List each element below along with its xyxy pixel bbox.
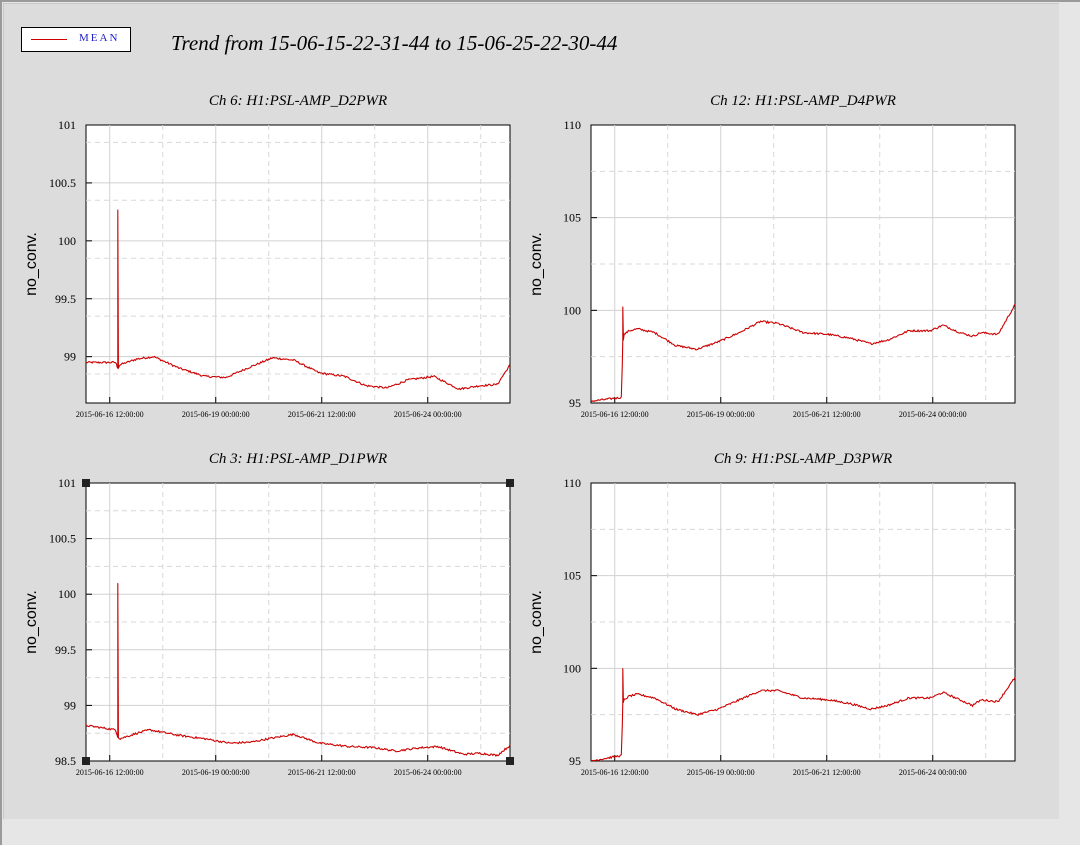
series-line-3 — [85, 583, 511, 758]
x-tick-label: 2015-06-19 00:00:00 — [182, 768, 250, 777]
y-tick-label: 110 — [563, 118, 581, 132]
x-tick-label: 2015-06-21 12:00:00 — [288, 410, 356, 419]
x-tick-label: 2015-06-24 00:00:00 — [394, 410, 462, 419]
y-tick-label: 100 — [563, 303, 581, 317]
x-tick-label: 2015-06-16 12:00:00 — [581, 410, 649, 419]
x-tick-label: 2015-06-24 00:00:00 — [394, 768, 462, 777]
legend-line-swatch — [31, 39, 67, 40]
x-tick-label: 2015-06-24 00:00:00 — [899, 768, 967, 777]
chart-title-2: Ch 12: H1:PSL-AMP_D4PWR — [710, 93, 896, 109]
x-tick-label: 2015-06-21 12:00:00 — [793, 410, 861, 419]
y-tick-label: 100.5 — [49, 532, 76, 546]
x-tick-label: 2015-06-21 12:00:00 — [288, 768, 356, 777]
page-title: Trend from 15-06-15-22-31-44 to 15-06-25… — [171, 31, 618, 55]
y-tick-label: 99 — [64, 350, 76, 364]
y-tick-label: 95 — [569, 754, 581, 768]
y-tick-label: 100 — [58, 234, 76, 248]
legend[interactable]: MEAN — [21, 27, 131, 52]
y-tick-label: 100 — [563, 661, 581, 675]
x-tick-label: 2015-06-19 00:00:00 — [687, 768, 755, 777]
window-border-left — [0, 0, 2, 845]
y-axis-label: no_conv. — [528, 232, 545, 296]
y-tick-label: 101 — [58, 476, 76, 490]
selection-handle[interactable] — [82, 479, 90, 487]
series-line-2 — [590, 303, 1016, 403]
y-tick-label: 100.5 — [49, 176, 76, 190]
selection-handle[interactable] — [82, 757, 90, 765]
chart-title-4: Ch 9: H1:PSL-AMP_D3PWR — [714, 451, 892, 467]
y-tick-label: 105 — [563, 569, 581, 583]
y-tick-label: 110 — [563, 476, 581, 490]
y-tick-label: 99.5 — [55, 292, 76, 306]
y-tick-label: 105 — [563, 211, 581, 225]
x-tick-label: 2015-06-21 12:00:00 — [793, 768, 861, 777]
x-tick-label: 2015-06-24 00:00:00 — [899, 410, 967, 419]
window-border-top — [0, 0, 1080, 2]
legend-label: MEAN — [79, 32, 120, 44]
y-tick-label: 95 — [569, 396, 581, 410]
y-axis-label: no_conv. — [23, 232, 40, 296]
x-tick-label: 2015-06-16 12:00:00 — [76, 410, 144, 419]
y-tick-label: 100 — [58, 587, 76, 601]
chart-title-3: Ch 3: H1:PSL-AMP_D1PWR — [209, 451, 387, 467]
y-axis-label: no_conv. — [528, 590, 545, 654]
y-tick-label: 99 — [64, 698, 76, 712]
x-tick-label: 2015-06-19 00:00:00 — [687, 410, 755, 419]
x-tick-label: 2015-06-16 12:00:00 — [581, 768, 649, 777]
chart-title-1: Ch 6: H1:PSL-AMP_D2PWR — [209, 93, 387, 109]
y-axis-label: no_conv. — [23, 590, 40, 654]
selection-handle[interactable] — [506, 757, 514, 765]
y-tick-label: 98.5 — [55, 754, 76, 768]
x-tick-label: 2015-06-16 12:00:00 — [76, 768, 144, 777]
series-line-4 — [590, 668, 1016, 762]
x-tick-label: 2015-06-19 00:00:00 — [182, 410, 250, 419]
y-tick-label: 99.5 — [55, 643, 76, 657]
series-line-1 — [85, 209, 511, 391]
selection-handle[interactable] — [506, 479, 514, 487]
y-tick-label: 101 — [58, 118, 76, 132]
